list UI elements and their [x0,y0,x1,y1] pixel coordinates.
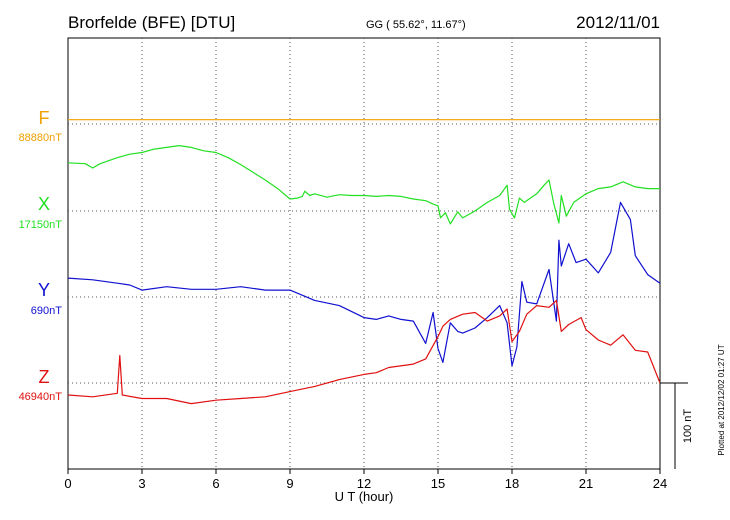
date-label: 2012/11/01 [576,13,660,32]
channel-labels: F 88880nT X 17150nT Y 690nT Z 46940nT [19,108,63,403]
series-line-x [67,145,660,225]
series-layer [67,119,661,405]
x-tick-label: 24 [653,476,667,491]
channel-label-f: F [39,108,50,128]
baseline-value-f: 88880nT [19,132,63,144]
baseline-value-z: 46940nT [19,391,63,403]
coordinates-label: GG ( 55.62°, 11.67°) [366,19,466,31]
scale-bar-label: 100 nT [682,409,694,444]
x-tick-label: 12 [357,476,371,491]
scale-bar: 100 nT [660,382,694,469]
x-tick-label: 3 [138,476,145,491]
channel-label-z: Z [39,367,50,387]
x-axis-ticks: 0 3 6 9 12 15 18 21 24 [64,469,667,491]
x-tick-label: 18 [505,476,519,491]
x-tick-label: 21 [579,476,593,491]
vertical-grid [141,38,587,469]
channel-label-y: Y [38,280,50,300]
x-tick-label: 15 [431,476,445,491]
x-tick-label: 9 [286,476,293,491]
series-line-z [67,299,661,405]
baseline-value-x: 17150nT [19,219,63,231]
channel-baselines [68,123,660,384]
x-tick-label: 0 [64,476,71,491]
channel-label-x: X [38,194,50,214]
station-title: Brorfelde (BFE) [DTU] [68,13,235,32]
x-axis-label: U T (hour) [335,489,394,504]
x-tick-label: 6 [212,476,219,491]
plotted-timestamp: Plotted at 2012/12/02 01:27 UT [717,344,726,455]
baseline-value-y: 690nT [31,305,62,317]
series-line-y [67,201,661,367]
